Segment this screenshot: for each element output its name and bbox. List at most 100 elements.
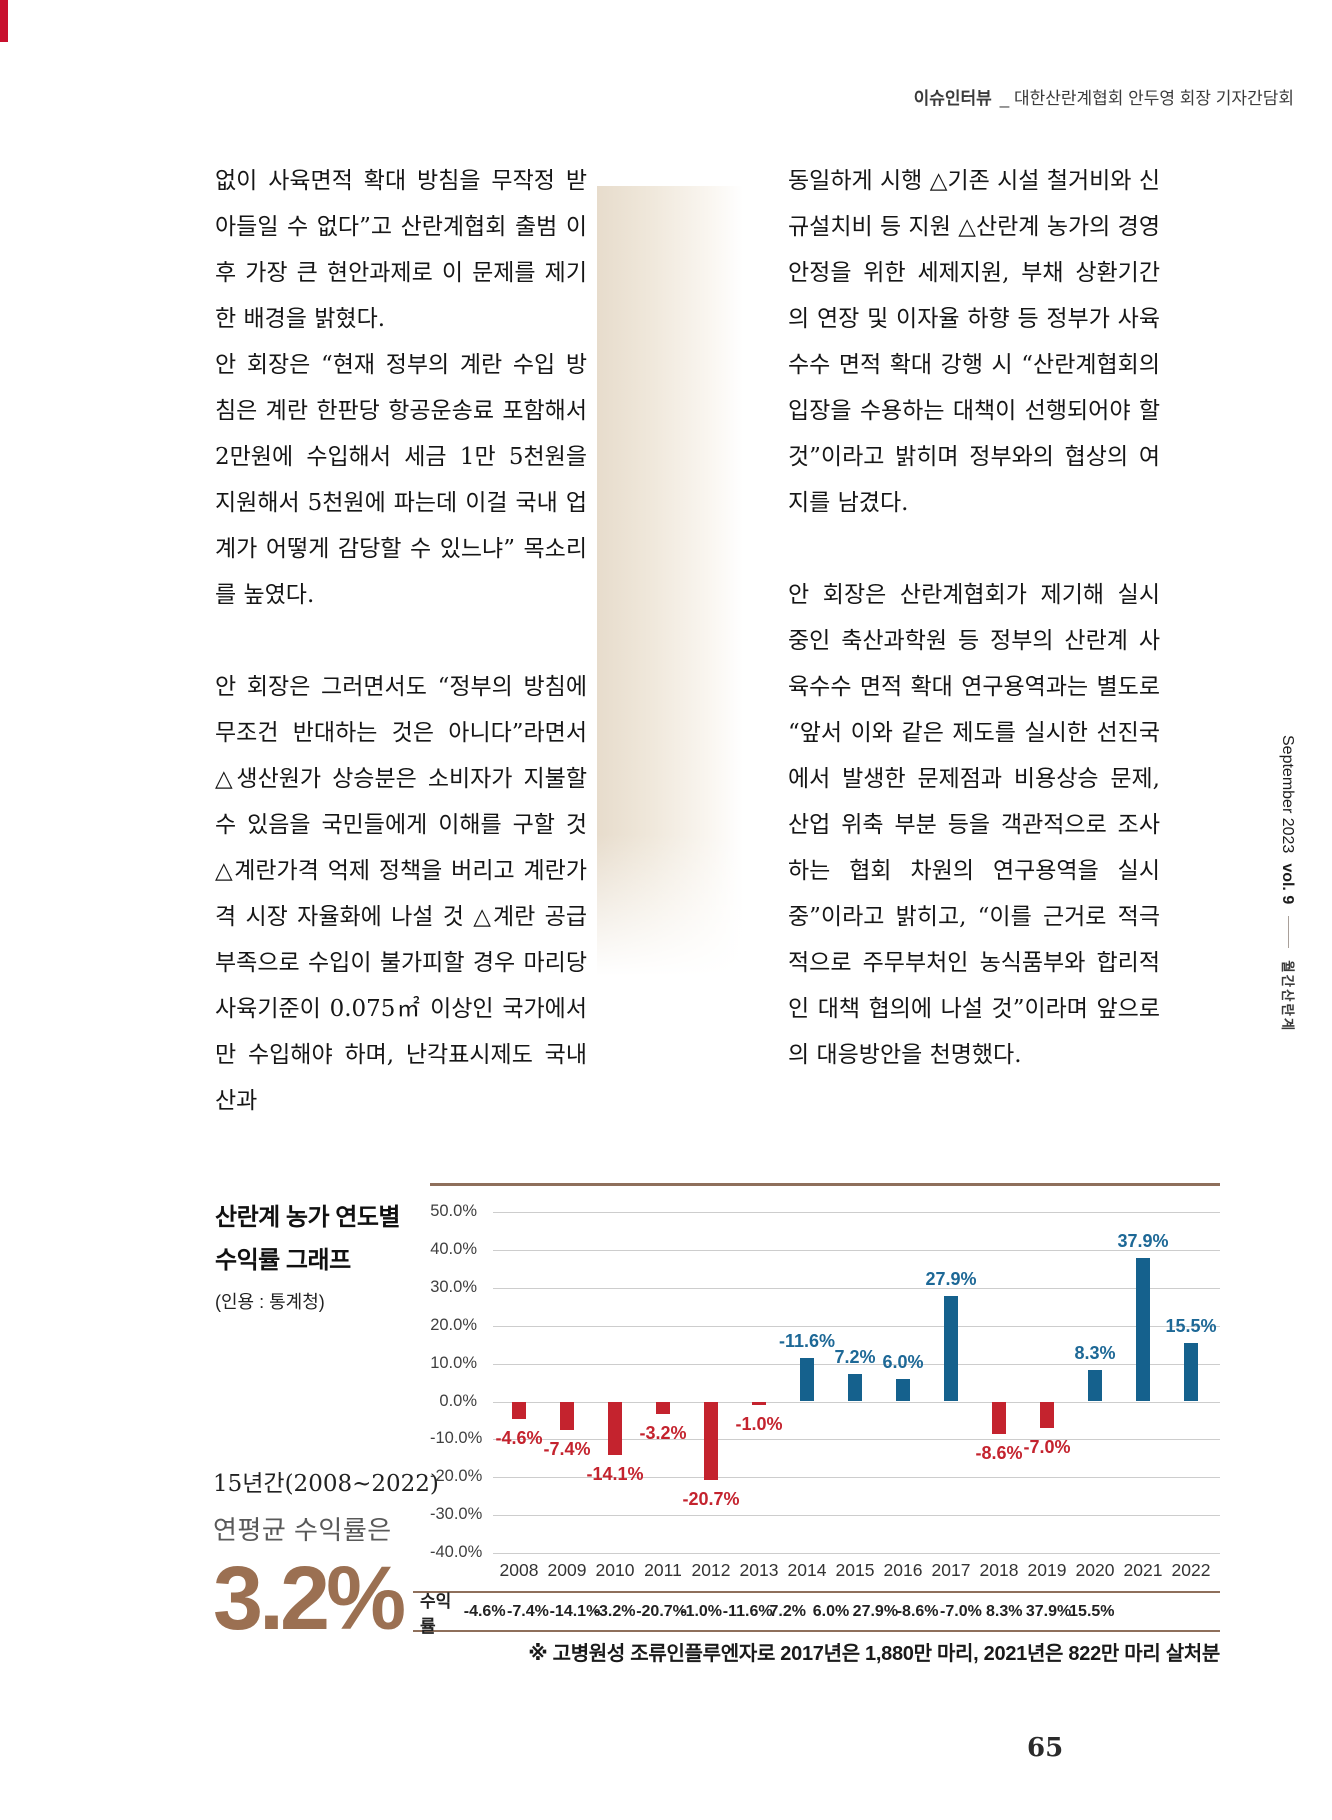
bar-value-label: -11.6% bbox=[778, 1330, 836, 1351]
paragraph: 동일하게 시행 △기존 시설 철거비와 신규설치비 등 지원 △산란계 농가의 … bbox=[788, 168, 1160, 516]
table-value-cell: 6.0% bbox=[812, 1602, 850, 1620]
x-axis-year-label: 2017 bbox=[931, 1560, 971, 1580]
y-axis-tick-label: -30.0% bbox=[430, 1505, 483, 1524]
edge-separator-line bbox=[1288, 916, 1289, 949]
chart-gridline bbox=[493, 1212, 1220, 1213]
y-axis-tick-label: -10.0% bbox=[430, 1429, 483, 1448]
chart-gridline bbox=[493, 1249, 1220, 1251]
bar-value-label: 8.3% bbox=[1074, 1343, 1116, 1364]
chart-title-block: 산란계 농가 연도별 수익률 그래프 (인용 : 통계청) bbox=[215, 1196, 400, 1314]
chart-top-rule bbox=[430, 1183, 1220, 1186]
x-axis-year-label: 2009 bbox=[547, 1560, 587, 1580]
table-value-cell: -14.1% bbox=[549, 1602, 601, 1620]
chart-bar bbox=[1184, 1342, 1198, 1402]
chart-footnote: ※ 고병원성 조류인플루엔자로 2017년은 1,880만 마리, 2021년은… bbox=[528, 1643, 1220, 1665]
y-axis-tick-label: -20.0% bbox=[430, 1467, 483, 1486]
chart-bar bbox=[800, 1357, 814, 1402]
chart-bar bbox=[512, 1401, 526, 1419]
bar-value-label: 37.9% bbox=[1117, 1230, 1169, 1251]
table-row-label: 수익률 bbox=[420, 1591, 452, 1636]
chart-gridline bbox=[493, 1325, 1220, 1327]
bar-value-label: -7.4% bbox=[543, 1438, 591, 1459]
header-article-title: _ 대한산란계협회 안두영 회장 기자간담회 bbox=[999, 89, 1294, 108]
header-section-label: 이슈인터뷰 bbox=[913, 89, 992, 108]
chart-bar bbox=[752, 1401, 766, 1406]
y-axis-tick-label: 30.0% bbox=[430, 1277, 477, 1296]
chart-bar bbox=[944, 1295, 958, 1402]
bar-value-label: 6.0% bbox=[882, 1351, 924, 1372]
chart-gridline bbox=[493, 1439, 1220, 1441]
page-number: 65 bbox=[1027, 1733, 1064, 1763]
chart-bar bbox=[608, 1401, 622, 1455]
edge-vertical-text: September 2023 vol. 9 월간산란계 bbox=[1278, 735, 1299, 1032]
chart-bar bbox=[1088, 1370, 1102, 1402]
chart-title-line1: 산란계 농가 연도별 bbox=[215, 1204, 400, 1231]
article-right-column: 동일하게 시행 △기존 시설 철거비와 신규설치비 등 지원 △산란계 농가의 … bbox=[788, 158, 1160, 1078]
corner-accent-bar bbox=[0, 0, 8, 42]
chart-bar bbox=[992, 1401, 1006, 1435]
x-axis-year-label: 2012 bbox=[691, 1560, 731, 1580]
chart-gridline bbox=[493, 1401, 1220, 1403]
paragraph: 없이 사육면적 확대 방침을 무작정 받아들일 수 없다”고 산란계협회 출범 … bbox=[215, 168, 587, 332]
table-value-cell: 27.9% bbox=[852, 1602, 899, 1620]
table-value-cell: -20.7% bbox=[636, 1602, 687, 1620]
x-axis-year-label: 2018 bbox=[979, 1560, 1019, 1580]
chart-bar bbox=[656, 1401, 670, 1414]
summary-caption: 연평균 수익률은 bbox=[213, 1515, 392, 1545]
bar-value-label: -20.7% bbox=[682, 1488, 740, 1509]
chart-bar bbox=[560, 1401, 574, 1430]
y-axis-tick-label: 0.0% bbox=[439, 1391, 477, 1410]
y-axis-tick-label: 50.0% bbox=[430, 1202, 477, 1220]
x-axis-year-label: 2022 bbox=[1171, 1560, 1211, 1580]
chart-gridline bbox=[493, 1515, 1220, 1517]
chart-bar bbox=[1136, 1257, 1150, 1402]
bar-value-label: -7.0% bbox=[1023, 1437, 1071, 1458]
chart-bar bbox=[704, 1401, 718, 1480]
column-divider-strip bbox=[597, 186, 743, 976]
chart-gridline bbox=[493, 1553, 1220, 1555]
x-axis-year-label: 2019 bbox=[1027, 1560, 1067, 1580]
y-axis-tick-label: -40.0% bbox=[430, 1543, 483, 1562]
bar-value-label: 27.9% bbox=[925, 1268, 977, 1289]
paragraph: 안 회장은 그러면서도 “정부의 방침에 무조건 반대하는 것은 아니다”라면서… bbox=[215, 674, 587, 1114]
bar-value-label: 7.2% bbox=[834, 1347, 876, 1368]
x-axis-year-label: 2010 bbox=[595, 1560, 635, 1580]
x-axis-year-label: 2020 bbox=[1075, 1560, 1115, 1580]
table-value-cell: -1.0% bbox=[680, 1602, 723, 1620]
x-axis-year-label: 2014 bbox=[787, 1560, 827, 1580]
x-axis-year-label: 2016 bbox=[883, 1560, 923, 1580]
chart-gridline bbox=[493, 1477, 1220, 1479]
chart-gridline bbox=[493, 1363, 1220, 1365]
table-value-cell: -4.6% bbox=[463, 1602, 506, 1620]
edge-issue-date: September 2023 bbox=[1279, 735, 1296, 854]
chart-source: (인용 : 통계청) bbox=[215, 1292, 325, 1312]
bar-chart: 50.0% 40.0% 30.0% 20.0% 10.0% 0.0% -10.0% -20.0… bbox=[430, 1183, 1220, 1593]
summary-average-value: 3.2% bbox=[213, 1549, 406, 1649]
paragraph: 안 회장은 산란계협회가 제기해 실시 중인 축산과학원 등 정부의 산란계 사… bbox=[788, 582, 1160, 1068]
x-axis-year-label: 2021 bbox=[1123, 1560, 1163, 1580]
x-axis-year-label: 2013 bbox=[739, 1560, 779, 1580]
page-header: 이슈인터뷰 _ 대한산란계협회 안두영 회장 기자간담회 bbox=[914, 84, 1294, 109]
y-axis-tick-label: 40.0% bbox=[430, 1239, 477, 1258]
table-value-cell: -11.6% bbox=[722, 1602, 773, 1620]
article-left-column: 없이 사육면적 확대 방침을 무작정 받아들일 수 없다”고 산란계협회 출범 … bbox=[215, 158, 587, 1124]
x-axis-year-label: 2011 bbox=[644, 1560, 682, 1580]
table-value-cell: 8.3% bbox=[985, 1602, 1023, 1620]
edge-magazine-name: 월간산란계 bbox=[1280, 960, 1295, 1033]
bar-value-label: -3.2% bbox=[639, 1422, 687, 1443]
x-axis-year-label: 2015 bbox=[835, 1560, 875, 1580]
chart-title-line2: 수익률 그래프 bbox=[215, 1247, 351, 1274]
bar-value-label: -1.0% bbox=[735, 1414, 783, 1435]
chart-bar bbox=[1040, 1401, 1054, 1429]
chart-bar bbox=[848, 1374, 862, 1402]
chart-summary-block: 15년간(2008~2022) 연평균 수익률은 3.2% bbox=[213, 1464, 439, 1649]
chart-bar bbox=[896, 1378, 910, 1402]
table-value-cell: 7.2% bbox=[769, 1602, 806, 1620]
chart-gridline bbox=[493, 1287, 1220, 1289]
table-value-cell: 15.5% bbox=[1069, 1602, 1115, 1620]
table-value-cell: -8.6% bbox=[896, 1602, 939, 1620]
bar-value-label: 15.5% bbox=[1165, 1315, 1217, 1336]
chart-data-table: 수익률 -4.6% -7.4% -14.1% -3.2% -20.7% -1.0% -11.6… bbox=[413, 1591, 1220, 1636]
bar-value-label: -8.6% bbox=[975, 1443, 1023, 1464]
